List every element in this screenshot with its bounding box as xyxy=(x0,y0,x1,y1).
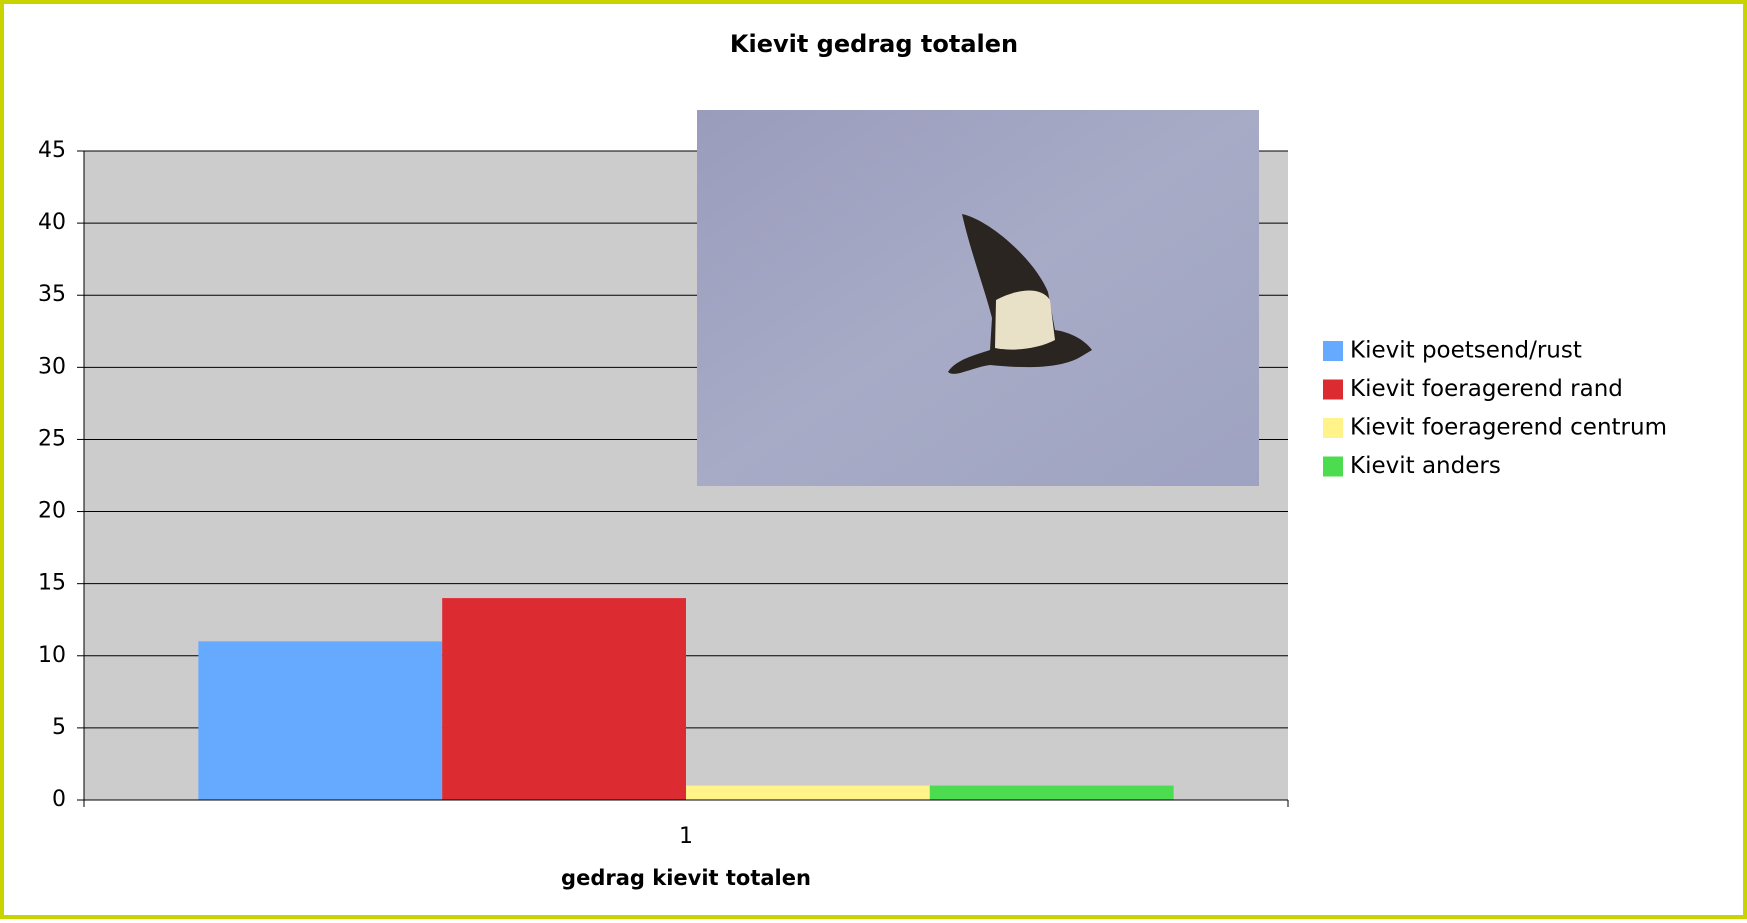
legend-label: Kievit foeragerend centrum xyxy=(1350,415,1667,441)
bar xyxy=(686,785,930,800)
y-tick-label: 0 xyxy=(52,787,66,812)
y-tick-label: 15 xyxy=(38,571,66,596)
bar xyxy=(198,641,443,800)
legend: Kievit poetsend/rust Kievit foeragerend r… xyxy=(1323,338,1667,479)
photo-background xyxy=(697,110,1259,486)
chart-title: Kievit gedrag totalen xyxy=(730,30,1018,58)
y-tick-label: 10 xyxy=(38,643,66,668)
bird-belly xyxy=(995,290,1055,350)
legend-swatch xyxy=(1323,456,1343,477)
y-tick-label: 5 xyxy=(52,715,66,740)
legend-label: Kievit foeragerend rand xyxy=(1350,376,1623,402)
y-tick-label: 25 xyxy=(38,426,66,451)
legend-swatch xyxy=(1323,418,1343,438)
y-tick-label: 35 xyxy=(38,282,66,307)
photo xyxy=(697,110,1259,486)
y-tick-label: 40 xyxy=(38,210,66,235)
y-tick-label: 30 xyxy=(38,354,66,379)
legend-label: Kievit poetsend/rust xyxy=(1350,338,1582,364)
legend-swatch xyxy=(1323,341,1343,361)
bars xyxy=(198,598,1174,800)
x-tick-label: 1 xyxy=(679,824,693,849)
y-tick-label: 20 xyxy=(38,499,66,524)
bar xyxy=(929,785,1174,800)
legend-label: Kievit anders xyxy=(1350,453,1501,479)
y-tick-label: 45 xyxy=(38,138,66,163)
x-axis-label: gedrag kievit totalen xyxy=(561,866,811,890)
legend-swatch xyxy=(1323,379,1343,400)
bar xyxy=(442,598,686,800)
